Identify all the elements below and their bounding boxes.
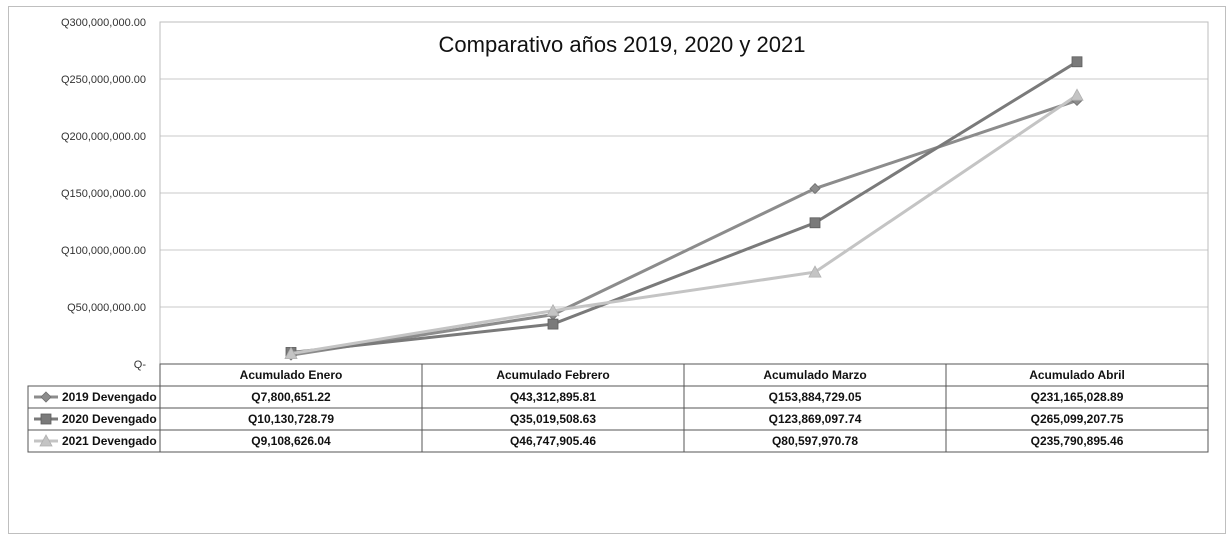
y-tick-label: Q100,000,000.00	[61, 245, 146, 257]
y-tick-label: Q-	[134, 359, 147, 371]
data-label: Q123,869,097.74	[769, 412, 862, 426]
legend-label: 2021 Devengado	[62, 434, 157, 448]
y-tick-label: Q150,000,000.00	[61, 188, 146, 200]
data-point	[1071, 56, 1083, 68]
series-2020-devengado	[285, 56, 1083, 358]
y-tick-label: Q300,000,000.00	[61, 17, 146, 29]
y-tick-label: Q250,000,000.00	[61, 74, 146, 86]
data-point	[284, 346, 298, 360]
data-label: Q9,108,626.04	[251, 434, 331, 448]
chart-frame	[8, 6, 1226, 534]
data-point	[809, 217, 821, 229]
data-label: Q10,130,728.79	[248, 412, 334, 426]
data-point	[40, 391, 52, 403]
data-label: Q46,747,905.46	[510, 434, 596, 448]
legend-label: 2020 Devengado	[62, 412, 157, 426]
data-point	[547, 318, 559, 330]
series-lines	[284, 56, 1084, 361]
data-point	[39, 434, 53, 447]
data-point	[546, 303, 560, 317]
series-line	[290, 99, 1078, 357]
series-line	[290, 93, 1078, 356]
y-tick-label: Q50,000,000.00	[67, 302, 146, 314]
data-label: Q7,800,651.22	[251, 390, 331, 404]
data-point	[40, 413, 52, 425]
data-point	[808, 265, 822, 278]
series-2021-devengado	[284, 88, 1084, 360]
category-label: Acumulado Marzo	[763, 368, 866, 382]
category-label: Acumulado Abril	[1029, 368, 1125, 382]
table-cell	[945, 429, 1209, 453]
chart-title: Comparativo años 2019, 2020 y 2021	[439, 32, 806, 57]
gridlines	[159, 21, 1209, 365]
series-line	[290, 60, 1078, 354]
data-label: Q43,312,895.81	[510, 390, 596, 404]
data-label: Q80,597,970.78	[772, 434, 858, 448]
data-label: Q35,019,508.63	[510, 412, 596, 426]
data-point	[809, 183, 821, 195]
y-tick-label: Q200,000,000.00	[61, 131, 146, 143]
category-label: Acumulado Febrero	[496, 368, 609, 382]
y-axis-ticks: Q- Q50,000,000.00 Q100,000,000.00 Q150,000,…	[61, 17, 146, 371]
data-label: Q265,099,207.75	[1031, 412, 1124, 426]
data-table: Acumulado Enero Acumulado Febrero Acumulad…	[27, 363, 1209, 453]
legend-label: 2019 Devengado	[62, 390, 157, 404]
data-point	[1070, 88, 1084, 101]
category-label: Acumulado Enero	[240, 368, 343, 382]
data-label: Q235,790,895.46	[1031, 434, 1124, 448]
data-label: Q153,884,729.05	[769, 390, 862, 404]
series-2019-devengado	[285, 94, 1083, 361]
data-label: Q231,165,028.89	[1031, 390, 1124, 404]
